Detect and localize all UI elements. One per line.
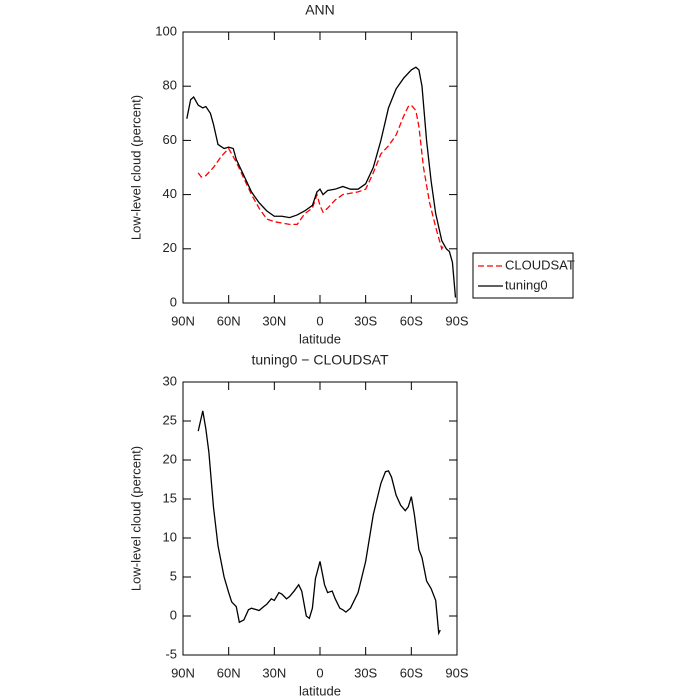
data-line (197, 410, 441, 636)
y-axis-label: Low-level cloud (percent) (128, 95, 143, 240)
legend-box (472, 252, 574, 299)
plot-frame (182, 31, 458, 304)
data-line (197, 104, 444, 251)
y-tick-label: 5 (170, 568, 177, 583)
y-axis-label: Low-level cloud (percent) (128, 446, 143, 591)
legend-label: tuning0 (505, 277, 548, 292)
y-tick-label: 10 (163, 529, 177, 544)
data-line (186, 66, 457, 298)
x-tick-label: 60S (400, 665, 423, 680)
x-tick-label: 30N (262, 665, 286, 680)
y-tick-label: 30 (163, 373, 177, 388)
y-tick-label: 20 (163, 451, 177, 466)
plot-frame (182, 381, 458, 656)
x-tick-label: 90N (171, 665, 195, 680)
y-tick-label: -5 (165, 646, 177, 661)
y-tick-label: 60 (163, 132, 177, 147)
x-tick-label: 60N (217, 313, 241, 328)
x-tick-label: 90N (171, 313, 195, 328)
x-tick-label: 30S (354, 665, 377, 680)
x-tick-label: 0 (316, 665, 323, 680)
x-axis-label: latitude (299, 331, 341, 346)
y-tick-label: 25 (163, 412, 177, 427)
y-tick-label: 0 (170, 607, 177, 622)
x-tick-label: 90S (445, 313, 468, 328)
y-tick-label: 15 (163, 490, 177, 505)
chart-title: tuning0 − CLOUDSAT (251, 352, 389, 368)
legend-label: CLOUDSAT (505, 257, 575, 272)
x-tick-label: 0 (316, 313, 323, 328)
chart-title: ANN (305, 2, 335, 18)
y-tick-label: 80 (163, 78, 177, 93)
x-axis-label: latitude (299, 683, 341, 698)
x-tick-label: 60S (400, 313, 423, 328)
y-tick-label: 0 (170, 294, 177, 309)
x-tick-label: 90S (445, 665, 468, 680)
x-tick-label: 60N (217, 665, 241, 680)
y-tick-label: 20 (163, 240, 177, 255)
x-tick-label: 30N (262, 313, 286, 328)
y-tick-label: 100 (155, 23, 177, 38)
y-tick-label: 40 (163, 186, 177, 201)
x-tick-label: 30S (354, 313, 377, 328)
